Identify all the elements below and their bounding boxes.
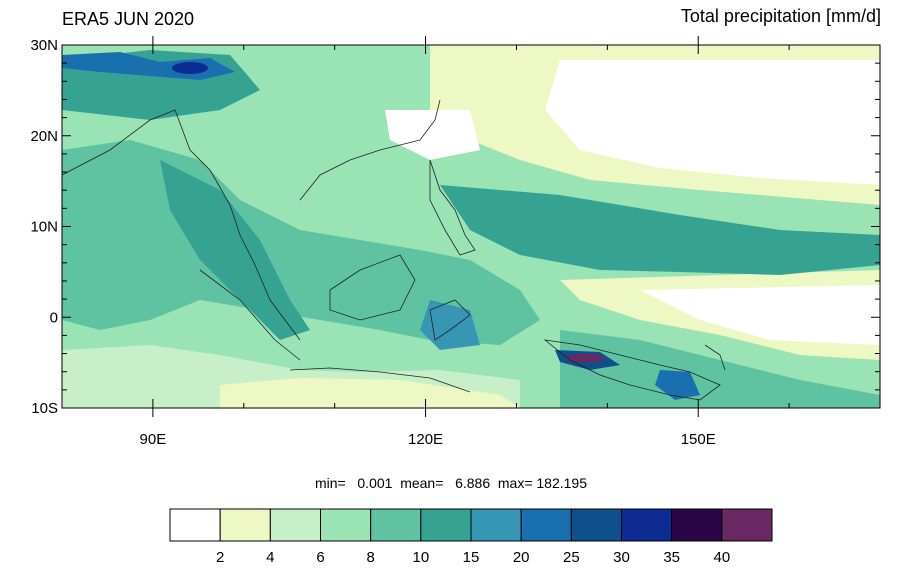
colorbar-swatch — [470, 508, 522, 542]
colorbar-swatch — [320, 508, 372, 542]
colorbar-label: 6 — [316, 549, 324, 566]
colorbar-label: 30 — [613, 549, 630, 566]
colorbar-label: 8 — [366, 549, 374, 566]
colorbar-swatch — [570, 508, 622, 542]
colorbar-label: 25 — [563, 549, 580, 566]
lon-label: 120E — [408, 431, 443, 448]
colorbar-label: 10 — [412, 549, 429, 566]
lat-label: 10S — [31, 400, 58, 417]
map-title-left: ERA5 JUN 2020 — [62, 9, 195, 29]
colorbar-swatch — [219, 508, 271, 542]
colorbar-swatch — [169, 508, 221, 542]
colorbar-labels: 2 4 6 8 10 15 20 25 30 35 40 — [216, 549, 730, 566]
longitude-labels: 90E 120E 150E — [140, 431, 716, 448]
colorbar-label: 20 — [513, 549, 530, 566]
lat-label: 0 — [50, 309, 58, 326]
colorbar-label: 35 — [663, 549, 680, 566]
lat-label: 20N — [30, 128, 58, 145]
lon-label: 150E — [681, 431, 716, 448]
colorbar-label: 2 — [216, 549, 224, 566]
colorbar-swatch — [269, 508, 322, 542]
colorbar-label: 4 — [266, 549, 274, 566]
map-title-right: Total precipitation [mm/d] — [680, 6, 881, 26]
colorbar-swatch — [671, 508, 723, 542]
lon-label: 90E — [140, 431, 167, 448]
colorbar-swatch — [370, 508, 422, 542]
colorbar-swatch — [621, 508, 673, 542]
coastlines — [62, 99, 726, 401]
lat-label: 10N — [30, 219, 58, 236]
colorbar-label: 15 — [463, 549, 480, 566]
colorbar — [169, 508, 773, 542]
precipitation-field — [62, 45, 880, 408]
colorbar-swatch — [721, 508, 773, 542]
colorbar-swatch — [520, 508, 572, 542]
colorbar-label: 40 — [713, 549, 730, 566]
colorbar-swatch — [420, 508, 472, 542]
map-ticks — [61, 36, 881, 417]
field-statistics: min= 0.001 mean= 6.886 max= 182.195 — [314, 475, 587, 491]
lat-label: 30N — [30, 37, 58, 54]
latitude-labels: 30N 20N 10N 0 10S — [30, 37, 58, 417]
